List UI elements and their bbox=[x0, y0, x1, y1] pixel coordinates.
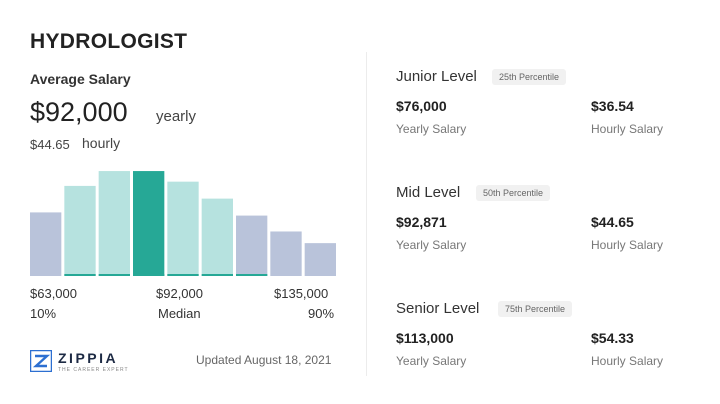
histogram-bar-9 bbox=[304, 243, 336, 276]
level-mid: Mid Level 50th Percentile $92,871 Yearly… bbox=[396, 184, 696, 274]
level-junior: Junior Level 25th Percentile $76,000 Yea… bbox=[396, 68, 696, 158]
bar-accent-line-5 bbox=[167, 274, 199, 276]
average-salary-label: Average Salary bbox=[30, 71, 131, 87]
brand-tagline: THE CAREER EXPERT bbox=[58, 367, 129, 373]
tick-high-label: 90% bbox=[308, 306, 335, 321]
salary-distribution-chart bbox=[30, 171, 336, 276]
level-hourly-label: Hourly Salary bbox=[591, 354, 664, 368]
histogram-bar-8 bbox=[270, 231, 302, 276]
percentile-badge: 25th Percentile bbox=[492, 69, 567, 85]
level-yearly-value: $76,000 bbox=[396, 98, 447, 114]
job-title: HYDROLOGIST bbox=[30, 30, 188, 53]
salary-summary-panel: HYDROLOGIST Average Salary $92,000 yearl… bbox=[30, 0, 340, 404]
bar-accent-line-3 bbox=[98, 274, 130, 276]
brand-name: ZIPPIA bbox=[58, 350, 119, 366]
level-name: Senior Level bbox=[396, 300, 480, 317]
level-hourly-label: Hourly Salary bbox=[591, 122, 664, 136]
level-yearly-value: $113,000 bbox=[396, 330, 454, 346]
level-hourly-label: Hourly Salary bbox=[591, 238, 664, 252]
level-hourly-value: $44.65 bbox=[591, 214, 634, 230]
zippia-logo-icon bbox=[30, 350, 52, 372]
average-hourly-label: hourly bbox=[82, 135, 121, 151]
average-yearly-value: $92,000 bbox=[30, 97, 128, 127]
tick-low-value: $63,000 bbox=[30, 286, 77, 301]
levels-panel: Junior Level 25th Percentile $76,000 Yea… bbox=[396, 0, 696, 404]
bar-accent-line-4 bbox=[133, 274, 165, 276]
histogram-bar-2 bbox=[64, 185, 96, 276]
histogram-bar-6 bbox=[201, 198, 233, 276]
percentile-badge: 75th Percentile bbox=[498, 301, 573, 317]
level-yearly-label: Yearly Salary bbox=[396, 122, 467, 136]
bar-accent-line-6 bbox=[201, 274, 233, 276]
level-senior: Senior Level 75th Percentile $113,000 Ye… bbox=[396, 300, 696, 390]
histogram-bar-1 bbox=[30, 212, 62, 276]
tick-median-label: Median bbox=[158, 306, 201, 321]
histogram-bar-5 bbox=[167, 181, 199, 276]
tick-median-value: $92,000 bbox=[156, 286, 203, 301]
level-hourly-value: $54.33 bbox=[591, 330, 634, 346]
bar-accent-line-2 bbox=[64, 274, 96, 276]
panel-divider bbox=[366, 52, 367, 376]
tick-high-value: $135,000 bbox=[274, 286, 329, 301]
level-name: Junior Level bbox=[396, 68, 477, 85]
level-yearly-label: Yearly Salary bbox=[396, 354, 467, 368]
bar-accent-line-7 bbox=[236, 274, 268, 276]
level-yearly-value: $92,871 bbox=[396, 214, 447, 230]
level-yearly-label: Yearly Salary bbox=[396, 238, 467, 252]
percentile-badge: 50th Percentile bbox=[476, 185, 551, 201]
tick-low-label: 10% bbox=[30, 306, 57, 321]
histogram-bar-4 bbox=[133, 171, 165, 276]
average-hourly-value: $44.65 bbox=[30, 137, 70, 152]
zippia-brand[interactable]: ZIPPIA THE CAREER EXPERT bbox=[30, 350, 170, 376]
average-yearly-label: yearly bbox=[156, 108, 197, 125]
histogram-bar-3 bbox=[98, 171, 130, 276]
histogram-bar-7 bbox=[236, 215, 268, 276]
level-hourly-value: $36.54 bbox=[591, 98, 634, 114]
updated-date: Updated August 18, 2021 bbox=[196, 353, 332, 367]
level-name: Mid Level bbox=[396, 184, 461, 201]
